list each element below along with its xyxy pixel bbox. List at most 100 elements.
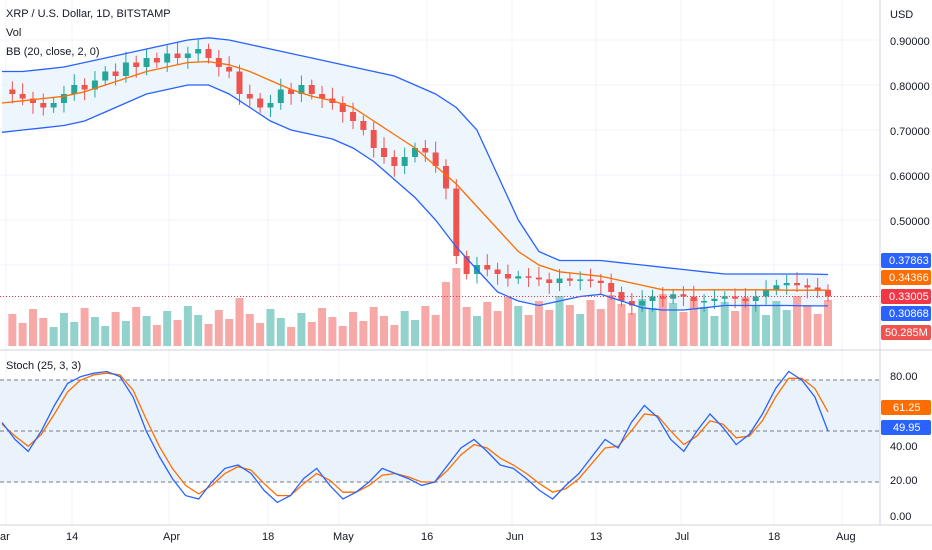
volume-bar xyxy=(18,323,27,346)
stoch-tick: 80.00 xyxy=(890,371,918,383)
candle-body xyxy=(711,298,718,301)
volume-bar xyxy=(101,326,110,346)
candle-body xyxy=(680,294,687,297)
candle-body xyxy=(701,301,708,303)
svg-text:49.95: 49.95 xyxy=(893,422,921,434)
volume-bar xyxy=(710,316,719,346)
volume-bar xyxy=(472,316,481,346)
volume-bar xyxy=(307,322,316,346)
volume-bar xyxy=(80,308,89,346)
candle-body xyxy=(81,85,88,90)
candle-body xyxy=(628,301,635,306)
volume-bar xyxy=(28,309,37,346)
price-tick: 0.90000 xyxy=(890,36,930,48)
volume-bar xyxy=(152,325,161,346)
candle-body xyxy=(484,265,491,270)
candle-body xyxy=(783,283,790,286)
volume-bar xyxy=(565,305,574,346)
candle-body xyxy=(659,296,666,299)
stoch-k-line xyxy=(1,370,829,504)
svg-text:0.34366: 0.34366 xyxy=(889,272,929,284)
candle-body xyxy=(226,67,233,72)
candle-body xyxy=(195,49,202,54)
candle-body xyxy=(504,274,511,279)
candle-body xyxy=(308,85,315,94)
bb-lower-tag: 0.30868 xyxy=(881,306,931,321)
currency-label: USD xyxy=(890,9,913,21)
volume-bar xyxy=(720,302,729,346)
candle-body xyxy=(112,71,119,76)
candle-body xyxy=(763,289,770,297)
stoch-axis[interactable]: 80.00 40.00 20.00 0.00 xyxy=(890,371,918,523)
volume-bar xyxy=(679,312,688,346)
candle-body xyxy=(515,276,522,279)
candle-body xyxy=(794,283,801,286)
last-price-tag: 0.33005 xyxy=(881,289,931,304)
volume-bar xyxy=(431,315,440,346)
volume-bar xyxy=(338,326,347,346)
volume-bar xyxy=(762,315,771,346)
stoch-tick: 40.00 xyxy=(890,441,918,453)
volume-bar xyxy=(638,299,647,346)
volume-bar xyxy=(173,320,182,346)
candle-body xyxy=(463,256,470,274)
price-tick: 0.50000 xyxy=(890,216,930,228)
volume-bar xyxy=(328,317,337,346)
price-axis[interactable]: 0.90000 0.80000 0.70000 0.60000 0.50000 xyxy=(890,36,930,228)
svg-text:0.33005: 0.33005 xyxy=(889,291,929,303)
volume-legend[interactable]: Vol xyxy=(6,27,21,39)
candle-body xyxy=(360,121,367,130)
volume-bar xyxy=(493,311,502,346)
stoch-legend[interactable]: Stoch (25, 3, 3) xyxy=(6,360,81,372)
volume-bar xyxy=(8,314,17,346)
volume-bar xyxy=(214,310,223,346)
volume-bar xyxy=(349,312,358,346)
candle-body xyxy=(721,296,728,299)
volume-bar xyxy=(462,307,471,346)
candle-body xyxy=(122,62,129,76)
candle-body xyxy=(29,98,36,103)
candle-body xyxy=(752,296,759,301)
volume-bar xyxy=(70,322,79,346)
candle-body xyxy=(814,287,821,290)
candle-body xyxy=(319,94,326,99)
candle-body xyxy=(277,89,284,103)
candle-body xyxy=(442,166,449,189)
volume-bar xyxy=(369,307,378,346)
candle-body xyxy=(205,49,212,58)
candle-body xyxy=(288,89,295,94)
time-axis[interactable]: ar 14 Apr 18 May 16 Jun 13 Jul 18 Aug xyxy=(0,531,856,543)
volume-bar xyxy=(111,312,120,346)
bollinger-legend[interactable]: BB (20, close, 2, 0) xyxy=(6,46,100,58)
price-tick: 0.80000 xyxy=(890,81,930,93)
volume-bar xyxy=(503,297,512,346)
volume-bar xyxy=(194,315,203,346)
candle-body xyxy=(71,85,78,94)
stoch-d-tag: 61.25 xyxy=(881,400,931,415)
candle-body xyxy=(773,285,780,290)
volume-bar xyxy=(607,295,616,346)
volume-bar xyxy=(276,318,285,346)
candle-body xyxy=(649,296,656,301)
time-tick: Jul xyxy=(675,531,689,543)
candle-body xyxy=(102,71,109,81)
volume-bar xyxy=(235,298,244,346)
bollinger-band-fill xyxy=(2,37,828,311)
volume-bar xyxy=(359,321,368,346)
candle-body xyxy=(587,279,594,281)
volume-bar xyxy=(380,316,389,346)
candle-body xyxy=(525,276,532,278)
volume-bar xyxy=(390,325,399,346)
volume-bar xyxy=(297,313,306,346)
volume-bar xyxy=(163,311,172,346)
volume-bar xyxy=(576,314,585,346)
volume-bar xyxy=(266,309,275,346)
volume-bar xyxy=(183,306,192,346)
candle-body xyxy=(556,278,563,283)
volume-bars xyxy=(8,268,832,346)
volume-bar xyxy=(59,313,68,346)
candle-body xyxy=(267,103,274,108)
volume-bar xyxy=(586,300,595,346)
symbol-legend[interactable]: XRP / U.S. Dollar, 1D, BITSTAMP xyxy=(6,8,171,20)
